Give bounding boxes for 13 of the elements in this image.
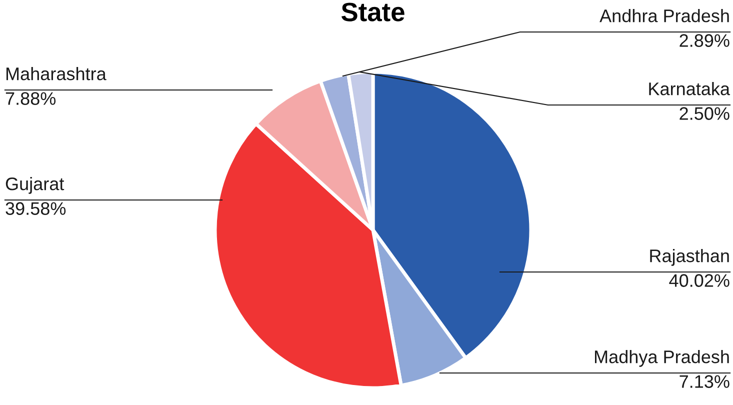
chart-title: State bbox=[341, 2, 404, 22]
data-label: 39.58% bbox=[6, 202, 66, 215]
data-label: 7.13% bbox=[680, 375, 730, 388]
slice-label: Maharashtra bbox=[6, 67, 106, 80]
slice-label: Karnataka bbox=[649, 82, 730, 96]
slice-label: Rajasthan bbox=[650, 249, 729, 266]
data-label: 2.89% bbox=[680, 34, 730, 47]
data-label: 7.88% bbox=[6, 92, 56, 105]
slice-label: Madhya Pradesh bbox=[594, 350, 729, 367]
slice-label: Andhra Pradesh bbox=[600, 9, 729, 22]
data-label: 40.02% bbox=[669, 274, 730, 287]
slice-label: Gujarat bbox=[6, 177, 64, 194]
data-label: 2.50% bbox=[680, 107, 730, 120]
